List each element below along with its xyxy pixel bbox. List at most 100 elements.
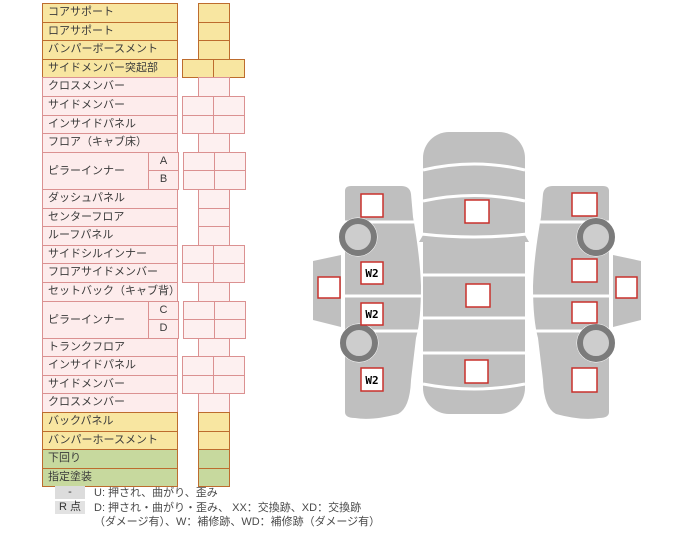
- wheel-icon: [576, 323, 616, 363]
- damage-code: W2: [365, 308, 378, 321]
- damage-cell: [214, 300, 246, 321]
- damage-mark-hood: [464, 199, 490, 224]
- table-row: サイドシルインナー: [42, 244, 246, 265]
- damage-mark-right-front-door: [571, 258, 598, 283]
- part-label: コアサポート: [42, 3, 178, 23]
- part-label: バンパーボースメント: [42, 40, 178, 60]
- panel-divider: [422, 194, 526, 203]
- damage-cell: [213, 95, 245, 116]
- wheel-icon: [338, 217, 378, 257]
- damage-cell: [182, 58, 214, 79]
- damage-cell: [214, 170, 246, 190]
- damage-cell: [213, 356, 245, 376]
- damage-cell: [197, 77, 230, 97]
- damage-cell: [182, 374, 214, 395]
- damage-cell: [214, 319, 246, 339]
- part-label: ルーフパネル: [42, 226, 178, 246]
- damage-cell: [197, 412, 230, 432]
- table-row: サイドメンバー: [42, 95, 246, 116]
- part-label: サイドメンバー: [42, 95, 178, 116]
- damage-cell: [213, 114, 245, 135]
- wheel-icon: [339, 323, 379, 363]
- table-row: インサイドパネル: [42, 356, 246, 376]
- table-row-group-pillar-inner-ab: ピラーインナー A B: [42, 151, 246, 190]
- damage-mark-left-rear-door: [360, 302, 384, 326]
- damage-cell: [197, 3, 230, 23]
- wheel-icon: [576, 217, 616, 257]
- table-row: 指定塗装: [42, 467, 246, 488]
- damage-cell: [197, 467, 230, 488]
- damage-cell: [197, 40, 230, 60]
- damage-mark-left-front-door: [360, 261, 384, 285]
- table-row: サイドメンバー: [42, 374, 246, 395]
- sub-row-label: C: [148, 300, 179, 321]
- car-damage-diagram: W2 W2 W2: [313, 132, 641, 419]
- part-label: 指定塗装: [42, 467, 178, 488]
- table-row: クロスメンバー: [42, 393, 246, 414]
- part-label: バックパネル: [42, 412, 178, 432]
- damage-mark-right-flap: [615, 276, 638, 299]
- table-row: コアサポート: [42, 3, 246, 23]
- part-label: サイドメンバー: [42, 374, 178, 395]
- part-label: サイドメンバー突起部: [42, 58, 178, 79]
- part-label: クロスメンバー: [42, 77, 178, 97]
- damage-cell: [183, 300, 215, 321]
- sub-row-label: D: [148, 319, 179, 339]
- damage-code: W2: [365, 267, 378, 280]
- damage-code-legend: - U: 押され、曲がり、歪み R 点 D: 押され・曲がり・歪み、 XX：交換…: [55, 486, 380, 530]
- legend-text: D: 押され・曲がり・歪み、 XX：交換跡、XD：交換跡 （ダメージ有）、W：補…: [94, 501, 380, 529]
- damage-cell: [213, 263, 245, 283]
- damage-mark-trunk: [464, 359, 489, 384]
- damage-mark-left-flap: [317, 276, 341, 299]
- car-top-body-shape: [423, 132, 525, 414]
- damage-mark-left-rear-fender: [360, 367, 384, 392]
- damage-mark-right-rear-door: [571, 301, 598, 324]
- table-row: 下回り: [42, 449, 246, 469]
- table-row: クロスメンバー: [42, 77, 246, 97]
- part-label: センターフロア: [42, 207, 178, 228]
- legend-text-line: （ダメージ有）、W：補修跡、WD：補修跡（ダメージ有）: [94, 516, 381, 528]
- damage-cell: [197, 430, 230, 451]
- table-row: ダッシュパネル: [42, 188, 246, 209]
- legend-text: U: 押され、曲がり、歪み: [94, 487, 218, 499]
- table-row: ロアサポート: [42, 21, 246, 42]
- damage-mark-left-front-fender: [360, 193, 384, 218]
- damage-cell: [182, 263, 214, 283]
- part-label: ピラーインナー: [42, 300, 149, 339]
- damage-cell: [197, 281, 230, 302]
- damage-cell: [213, 58, 245, 79]
- part-label: インサイドパネル: [42, 114, 178, 135]
- part-label: サイドシルインナー: [42, 244, 178, 265]
- part-label: ロアサポート: [42, 21, 178, 42]
- table-row: センターフロア: [42, 207, 246, 228]
- damage-cell: [182, 244, 214, 265]
- damage-cell: [197, 21, 230, 42]
- table-row: バックパネル: [42, 412, 246, 432]
- damage-cell: [197, 188, 230, 209]
- part-label: ダッシュパネル: [42, 188, 178, 209]
- part-label: インサイドパネル: [42, 356, 178, 376]
- legend-badge-dash: -: [55, 486, 85, 499]
- table-row-group-pillar-inner-cd: ピラーインナー C D: [42, 300, 246, 339]
- table-row: ルーフパネル: [42, 226, 246, 246]
- part-label: フロアサイドメンバー: [42, 263, 178, 283]
- table-row: フロアサイドメンバー: [42, 263, 246, 283]
- table-row: インサイドパネル: [42, 114, 246, 135]
- damage-code: W2: [365, 374, 378, 387]
- table-row: フロア（キャブ床）: [42, 133, 246, 153]
- damage-cell: [182, 95, 214, 116]
- damage-mark-roof: [465, 283, 491, 308]
- damage-mark-right-front-fender: [571, 192, 598, 217]
- table-row: サイドメンバー突起部: [42, 58, 246, 79]
- part-label: 下回り: [42, 449, 178, 469]
- part-label: セットバック（キャブ背）: [42, 281, 178, 302]
- table-row: トランクフロア: [42, 337, 246, 358]
- damage-cell: [213, 244, 245, 265]
- damage-cell: [197, 207, 230, 228]
- table-row: バンパーホースメント: [42, 430, 246, 451]
- damage-cell: [182, 114, 214, 135]
- legend-text-line: D: 押され・曲がり・歪み、 XX：交換跡、XD：交換跡: [94, 502, 362, 514]
- car-left-side-view: W2 W2 W2: [313, 186, 422, 419]
- legend-badge-r-point: R 点: [55, 501, 85, 514]
- damage-cell: [197, 133, 230, 153]
